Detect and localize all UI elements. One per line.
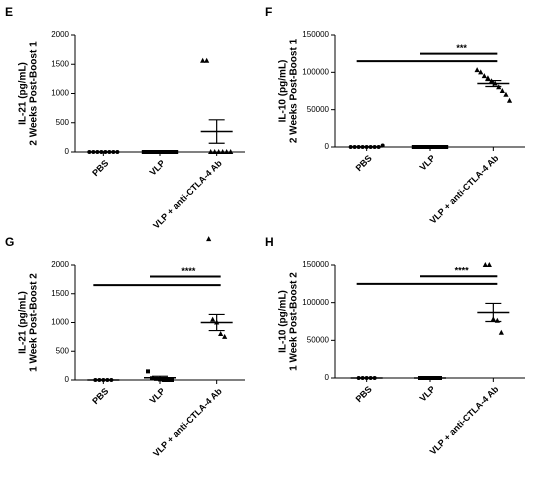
x-tick-label: PBS xyxy=(90,386,110,406)
panel-letter: H xyxy=(265,235,274,249)
x-tick-label: VLP xyxy=(148,158,167,177)
y-tick-label: 0 xyxy=(65,147,70,156)
data-point xyxy=(503,91,509,97)
data-point xyxy=(212,149,218,154)
y-tick-label: 150000 xyxy=(302,260,329,269)
y-tick-label: 1500 xyxy=(51,59,69,68)
y-axis-label: IL-21 (pg/mL) xyxy=(18,291,29,354)
data-point xyxy=(220,149,226,154)
y-axis-label: 1 Week Post-Boost 2 xyxy=(29,273,40,372)
data-point xyxy=(224,149,230,154)
data-point xyxy=(482,262,488,267)
y-tick-label: 500 xyxy=(56,346,70,355)
y-tick-label: 1000 xyxy=(51,89,69,98)
data-point xyxy=(222,333,228,339)
data-point xyxy=(200,57,206,63)
data-point xyxy=(218,331,224,336)
y-axis-label: IL-10 (pg/mL) xyxy=(278,290,289,353)
panel-letter: G xyxy=(5,235,14,249)
x-tick-label: PBS xyxy=(354,153,374,173)
data-point xyxy=(444,145,449,149)
y-tick-label: 100000 xyxy=(302,298,329,307)
y-tick-label: 0 xyxy=(325,142,330,151)
y-tick-label: 1500 xyxy=(51,289,69,298)
panel-letter: E xyxy=(5,5,13,19)
data-point xyxy=(174,150,179,154)
y-axis-label: IL-10 (pg/mL) xyxy=(278,60,289,123)
data-point xyxy=(146,369,150,374)
y-tick-label: 0 xyxy=(325,373,330,382)
data-point xyxy=(485,75,491,81)
data-point xyxy=(206,236,212,242)
data-point xyxy=(411,145,416,149)
x-tick-label: VLP xyxy=(148,386,167,405)
y-axis-label: 2 Weeks Post-Boost 1 xyxy=(29,41,40,146)
y-tick-label: 2000 xyxy=(51,260,69,269)
y-tick-label: 1000 xyxy=(51,318,69,327)
data-point xyxy=(481,73,487,79)
y-tick-label: 50000 xyxy=(307,335,330,344)
y-tick-label: 2000 xyxy=(51,30,69,39)
significance-label: **** xyxy=(455,266,470,276)
y-tick-label: 500 xyxy=(56,118,70,127)
x-tick-label: PBS xyxy=(354,384,374,404)
data-point xyxy=(162,378,166,382)
x-tick-label: VLP xyxy=(418,153,437,172)
data-point xyxy=(166,378,170,382)
y-axis-label: IL-21 (pg/mL) xyxy=(18,62,29,125)
data-point xyxy=(216,149,222,154)
x-tick-label: VLP xyxy=(418,384,437,403)
data-point xyxy=(141,150,146,154)
data-point xyxy=(478,69,484,75)
y-tick-label: 50000 xyxy=(307,105,330,114)
data-point xyxy=(208,149,214,154)
significance-label: **** xyxy=(181,266,196,276)
panel-letter: F xyxy=(265,5,272,19)
y-axis-label: 1 Week Post-Boost 2 xyxy=(289,272,300,371)
x-tick-label: VLP + anti-CTLA-4 Ab xyxy=(428,384,501,457)
data-point xyxy=(498,329,504,335)
data-point xyxy=(474,67,480,73)
data-point xyxy=(210,316,216,322)
y-tick-label: 0 xyxy=(65,375,70,384)
significance-label: *** xyxy=(456,43,467,53)
data-point xyxy=(506,97,513,103)
x-tick-label: VLP + anti-CTLA-4 Ab xyxy=(428,153,501,226)
y-axis-label: 2 Weeks Post-Boost 1 xyxy=(289,38,300,143)
x-tick-label: PBS xyxy=(90,158,110,178)
y-tick-label: 150000 xyxy=(302,30,329,39)
data-point xyxy=(499,88,505,93)
data-point xyxy=(170,378,174,382)
y-tick-label: 100000 xyxy=(302,67,329,76)
data-point xyxy=(486,262,492,267)
data-point xyxy=(228,149,234,154)
data-point xyxy=(204,57,210,63)
